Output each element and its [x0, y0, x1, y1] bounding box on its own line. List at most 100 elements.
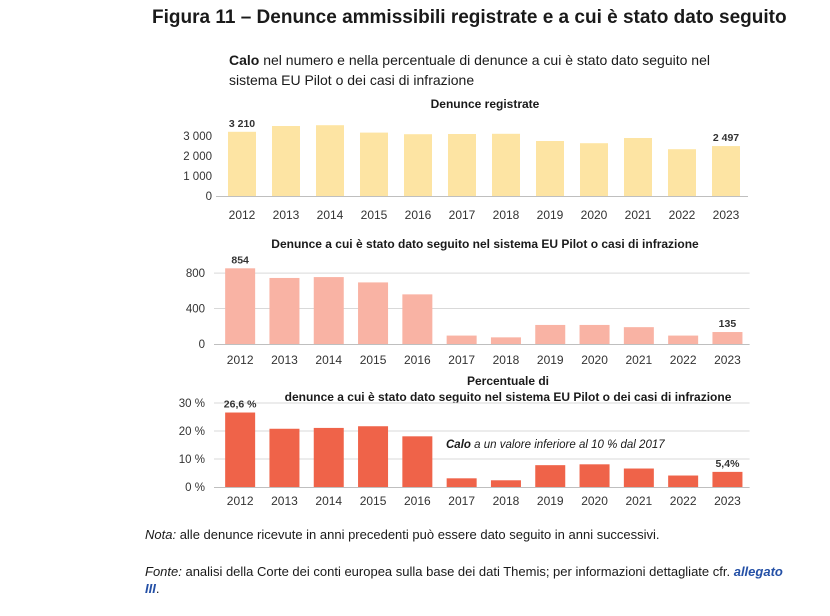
source-link[interactable]: allegato III	[145, 564, 783, 596]
x-tick-label: 2019	[537, 353, 564, 367]
x-tick-label: 2015	[360, 353, 387, 367]
x-tick-label: 2018	[493, 208, 520, 222]
x-tick-label: 2021	[625, 208, 652, 222]
x-tick-label: 2018	[493, 353, 520, 367]
data-label: 26,6 %	[224, 399, 257, 411]
source-text: analisi della Corte dei conti europea su…	[181, 564, 734, 579]
chart-followed-up-percentage: Percentuale di denunce a cui è stato dato…	[179, 374, 750, 508]
y-tick-label: 30 %	[179, 398, 205, 410]
figure-source: Fonte: analisi della Corte dei conti eur…	[145, 563, 785, 597]
bar-2012	[225, 412, 256, 487]
x-tick-label: 2014	[315, 353, 342, 367]
y-tick-label: 20 %	[179, 426, 205, 438]
annotation-text: a un valore inferiore al 10 % dal 2017	[471, 439, 665, 451]
bar-2020	[580, 143, 608, 196]
y-tick-label: 3 000	[183, 131, 212, 143]
chart-title: Denunce a cui è stato dato seguito nel s…	[271, 237, 699, 251]
x-tick-label: 2020	[581, 494, 608, 508]
bar-2014	[313, 277, 344, 344]
chart-followed-up-complaints: Denunce a cui è stato dato seguito nel s…	[186, 237, 750, 367]
y-tick-label: 1 000	[183, 171, 212, 183]
figure-subtitle: Calo nel numero e nella percentuale di d…	[229, 50, 729, 90]
x-tick-label: 2021	[625, 494, 652, 508]
x-tick-label: 2015	[361, 208, 388, 222]
bar-2022	[668, 335, 699, 344]
x-tick-label: 2012	[227, 494, 254, 508]
x-tick-label: 2013	[271, 494, 298, 508]
bar-2016	[402, 294, 433, 344]
chart-title-line: denunce a cui è stato dato seguito nel s…	[285, 390, 732, 404]
chart-annotation: Calo a un valore inferiore al 10 % dal 2…	[446, 439, 665, 451]
bar-2015	[358, 426, 389, 487]
bar-2017	[446, 335, 477, 344]
source-label: Fonte:	[145, 564, 182, 579]
bar-2014	[313, 427, 344, 487]
x-tick-label: 2014	[317, 208, 344, 222]
chart-title: Denunce registrate	[431, 97, 540, 111]
annotation-bold: Calo	[446, 439, 471, 451]
bar-2012	[228, 131, 256, 196]
y-tick-label: 800	[186, 268, 205, 280]
x-tick-label: 2016	[404, 353, 431, 367]
note-label: Nota:	[145, 527, 177, 542]
x-tick-label: 2020	[581, 208, 608, 222]
x-tick-label: 2019	[537, 494, 564, 508]
source-end: .	[155, 581, 160, 596]
bar-2019	[536, 141, 564, 196]
bar-2013	[269, 277, 300, 344]
y-tick-label: 400	[186, 304, 205, 316]
x-tick-label: 2016	[405, 208, 432, 222]
chart-title-line: Percentuale di	[467, 374, 549, 388]
bar-2015	[358, 282, 389, 344]
x-tick-label: 2022	[669, 208, 696, 222]
figure-title: Figura 11 – Denunce ammissibili registra…	[152, 7, 787, 28]
bar-2014	[316, 125, 344, 196]
bar-2016	[402, 436, 433, 487]
bar-2023	[712, 146, 740, 196]
bar-2018	[492, 133, 520, 196]
x-tick-label: 2014	[315, 494, 342, 508]
y-tick-label: 0	[199, 339, 205, 351]
bar-2019	[535, 465, 566, 487]
x-tick-label: 2017	[448, 353, 475, 367]
x-tick-label: 2017	[448, 494, 475, 508]
figure-note: Nota: alle denunce ricevute in anni prec…	[145, 527, 660, 542]
bar-2021	[623, 468, 654, 487]
data-label: 3 210	[229, 118, 255, 130]
bar-2020	[579, 324, 610, 344]
x-tick-label: 2012	[229, 208, 256, 222]
bar-2017	[448, 134, 476, 196]
x-tick-label: 2012	[227, 353, 254, 367]
bar-2021	[624, 138, 652, 196]
y-tick-label: 0	[206, 191, 212, 203]
y-tick-label: 10 %	[179, 454, 205, 466]
data-label: 135	[719, 318, 737, 330]
bar-2018	[490, 480, 521, 487]
bar-2020	[579, 464, 610, 487]
bar-2021	[623, 327, 654, 344]
bar-2013	[269, 428, 300, 487]
data-label: 2 497	[713, 132, 739, 144]
note-text: alle denunce ricevute in anni precedenti…	[176, 527, 660, 542]
x-tick-label: 2017	[449, 208, 476, 222]
y-tick-label: 2 000	[183, 151, 212, 163]
x-tick-label: 2021	[625, 353, 652, 367]
bar-2019	[535, 324, 566, 344]
x-tick-label: 2022	[670, 494, 697, 508]
x-tick-label: 2016	[404, 494, 431, 508]
bar-2017	[446, 478, 477, 487]
bar-2016	[404, 134, 432, 196]
x-tick-label: 2023	[713, 208, 740, 222]
chart-registered-complaints: Denunce registrate 0 1 000 2 000 3 000 2012 20…	[183, 97, 748, 222]
data-label: 854	[231, 254, 249, 266]
bar-2022	[668, 149, 696, 196]
bar-2013	[272, 126, 300, 196]
x-tick-label: 2023	[714, 494, 741, 508]
x-tick-label: 2013	[271, 353, 298, 367]
x-tick-label: 2018	[493, 494, 520, 508]
data-label: 5,4%	[715, 458, 740, 470]
x-tick-label: 2019	[537, 208, 564, 222]
x-tick-label: 2022	[670, 353, 697, 367]
x-tick-label: 2013	[273, 208, 300, 222]
x-tick-label: 2015	[360, 494, 387, 508]
